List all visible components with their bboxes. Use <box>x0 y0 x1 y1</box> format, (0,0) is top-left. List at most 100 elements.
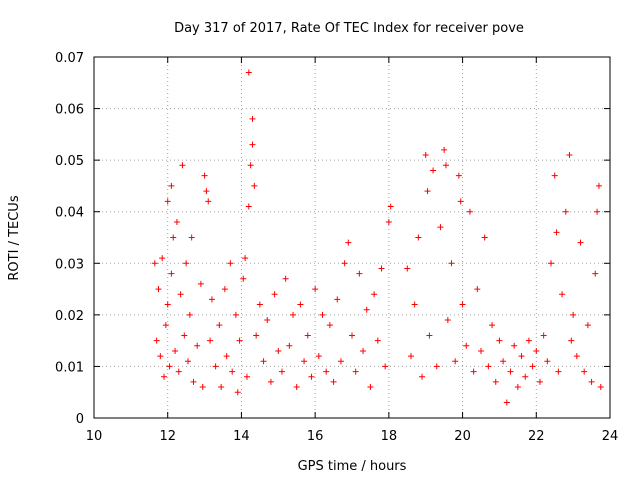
data-point <box>522 373 529 380</box>
data-point <box>183 260 190 267</box>
data-point <box>584 322 591 329</box>
data-point <box>559 291 566 298</box>
data-point <box>349 332 355 339</box>
data-point <box>162 322 169 329</box>
data-point <box>485 363 492 370</box>
data-point <box>190 378 197 385</box>
data-point <box>466 208 473 215</box>
data-point <box>245 203 252 210</box>
data-point <box>442 162 449 169</box>
y-axis-label: ROTI / TECUs <box>7 195 22 280</box>
data-point <box>492 378 499 385</box>
data-point <box>173 219 180 226</box>
data-point <box>229 368 236 375</box>
data-point <box>481 234 488 241</box>
data-point <box>330 378 337 385</box>
data-point <box>201 172 208 179</box>
data-point <box>367 384 374 391</box>
data-point <box>452 358 459 365</box>
data-point <box>387 203 394 210</box>
data-point <box>278 368 285 375</box>
data-point <box>500 358 507 365</box>
data-point <box>455 172 462 179</box>
data-point <box>426 332 433 339</box>
data-point <box>441 146 448 153</box>
data-point <box>411 301 418 308</box>
y-tick-label: 0.01 <box>55 360 84 375</box>
x-tick-label: 22 <box>528 429 545 444</box>
data-point <box>595 182 602 189</box>
data-point <box>360 347 367 354</box>
y-tick-label: 0.06 <box>55 103 84 118</box>
data-point <box>459 301 466 308</box>
data-point <box>424 188 431 195</box>
data-point <box>232 311 239 318</box>
data-point <box>511 342 518 349</box>
data-point <box>188 234 195 241</box>
data-point <box>267 378 274 385</box>
data-point <box>245 69 252 76</box>
data-point <box>184 358 191 365</box>
data-point <box>199 384 206 391</box>
data-point <box>153 337 160 344</box>
data-point <box>533 347 540 354</box>
data-point <box>243 373 250 380</box>
data-point <box>216 322 223 329</box>
data-point <box>404 265 411 272</box>
data-point <box>326 322 333 329</box>
data-point <box>341 260 348 267</box>
data-point <box>566 151 573 158</box>
data-point <box>227 260 234 267</box>
data-point <box>186 311 193 318</box>
data-point <box>151 260 158 267</box>
data-point <box>164 301 171 308</box>
data-point <box>514 384 521 391</box>
data-point <box>168 270 175 277</box>
data-point <box>242 255 249 262</box>
data-point <box>175 368 182 375</box>
y-tick-label: 0.02 <box>55 309 84 324</box>
x-tick-label: 12 <box>159 429 176 444</box>
data-point <box>570 311 577 318</box>
data-point <box>337 358 344 365</box>
data-point <box>319 311 326 318</box>
data-point <box>385 219 392 226</box>
x-tick-label: 20 <box>454 429 471 444</box>
data-point <box>536 378 543 385</box>
data-point <box>592 270 599 277</box>
data-point <box>223 353 230 360</box>
data-point <box>315 353 322 360</box>
data-point <box>236 337 243 344</box>
data-point <box>496 337 503 344</box>
data-point <box>168 182 175 189</box>
data-point <box>264 317 271 324</box>
data-point <box>170 234 177 241</box>
data-point <box>378 265 385 272</box>
data-point <box>470 368 477 375</box>
data-point <box>301 358 308 365</box>
data-point <box>525 337 532 344</box>
axis-ticks: 10 12 14 16 18 20 22 24 0 0.01 0.02 0.03 0.04 0.05 0.0… <box>55 51 618 444</box>
data-point <box>251 182 258 189</box>
y-tick-label: 0 <box>76 412 84 427</box>
data-point <box>179 162 186 169</box>
data-point <box>240 275 247 282</box>
data-point <box>540 332 547 339</box>
data-point <box>282 275 289 282</box>
data-point <box>555 368 562 375</box>
data-point <box>551 172 558 179</box>
data-point <box>256 301 263 308</box>
data-point <box>352 368 359 375</box>
data-point <box>356 270 363 277</box>
data-point <box>293 384 300 391</box>
data-point <box>159 255 166 262</box>
x-tick-label: 10 <box>86 429 103 444</box>
data-point <box>304 332 311 339</box>
data-point <box>597 384 604 391</box>
data-point <box>218 384 225 391</box>
data-point <box>419 373 426 380</box>
x-tick-label: 18 <box>381 429 398 444</box>
data-point <box>433 363 440 370</box>
data-point <box>221 286 228 293</box>
